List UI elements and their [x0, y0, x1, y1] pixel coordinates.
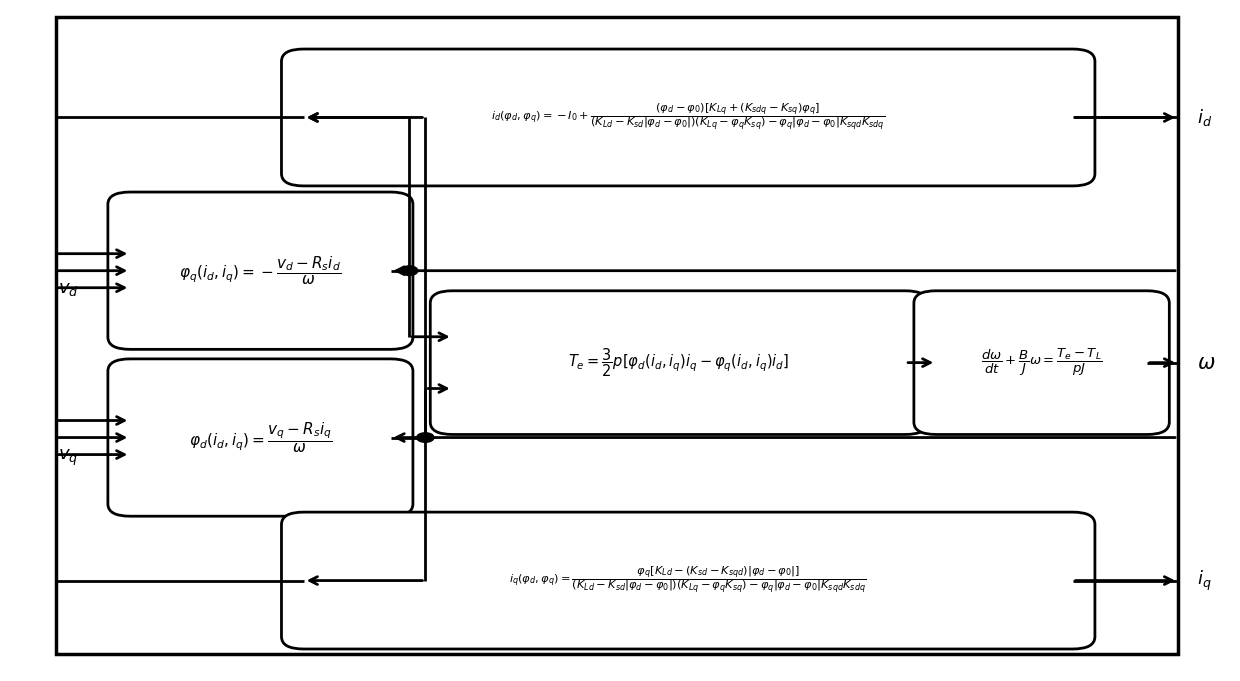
- FancyBboxPatch shape: [108, 192, 413, 349]
- FancyBboxPatch shape: [281, 49, 1095, 186]
- Text: $\dfrac{d\omega}{dt}+\dfrac{B}{J}\omega=\dfrac{T_e-T_L}{pJ}$: $\dfrac{d\omega}{dt}+\dfrac{B}{J}\omega=…: [981, 347, 1102, 378]
- Circle shape: [401, 266, 418, 275]
- FancyBboxPatch shape: [430, 291, 928, 434]
- Text: $i_d$: $i_d$: [1197, 108, 1211, 128]
- Text: $i_q$: $i_q$: [1197, 569, 1211, 593]
- Text: $i_q(\varphi_d,\varphi_q)=\dfrac{\varphi_q[K_{Ld}-(K_{sd}-K_{sqd})|\varphi_d-\va: $i_q(\varphi_d,\varphi_q)=\dfrac{\varphi…: [510, 565, 867, 596]
- FancyBboxPatch shape: [56, 17, 1178, 654]
- Text: $v_q$: $v_q$: [58, 447, 78, 468]
- Text: $\varphi_q(i_d,i_q)=-\dfrac{v_d - R_s i_d}{\omega}$: $\varphi_q(i_d,i_q)=-\dfrac{v_d - R_s i_…: [180, 255, 341, 287]
- Circle shape: [417, 433, 434, 443]
- FancyBboxPatch shape: [914, 291, 1169, 434]
- FancyBboxPatch shape: [108, 359, 413, 516]
- Text: $T_e=\dfrac{3}{2}p[\varphi_d(i_d,i_q)i_q-\varphi_q(i_d,i_q)i_d]$: $T_e=\dfrac{3}{2}p[\varphi_d(i_d,i_q)i_q…: [568, 347, 790, 379]
- Text: $v_d$: $v_d$: [58, 281, 78, 298]
- FancyBboxPatch shape: [281, 512, 1095, 649]
- Text: $\varphi_d(i_d,i_q)=\dfrac{v_q - R_s i_q}{\omega}$: $\varphi_d(i_d,i_q)=\dfrac{v_q - R_s i_q…: [188, 420, 332, 455]
- Text: $\omega$: $\omega$: [1197, 353, 1215, 373]
- Text: $i_d(\varphi_d,\varphi_q)=-I_0+\dfrac{(\varphi_d-\varphi_0)[K_{Lq}+(K_{sdq}-K_{s: $i_d(\varphi_d,\varphi_q)=-I_0+\dfrac{(\…: [491, 102, 885, 133]
